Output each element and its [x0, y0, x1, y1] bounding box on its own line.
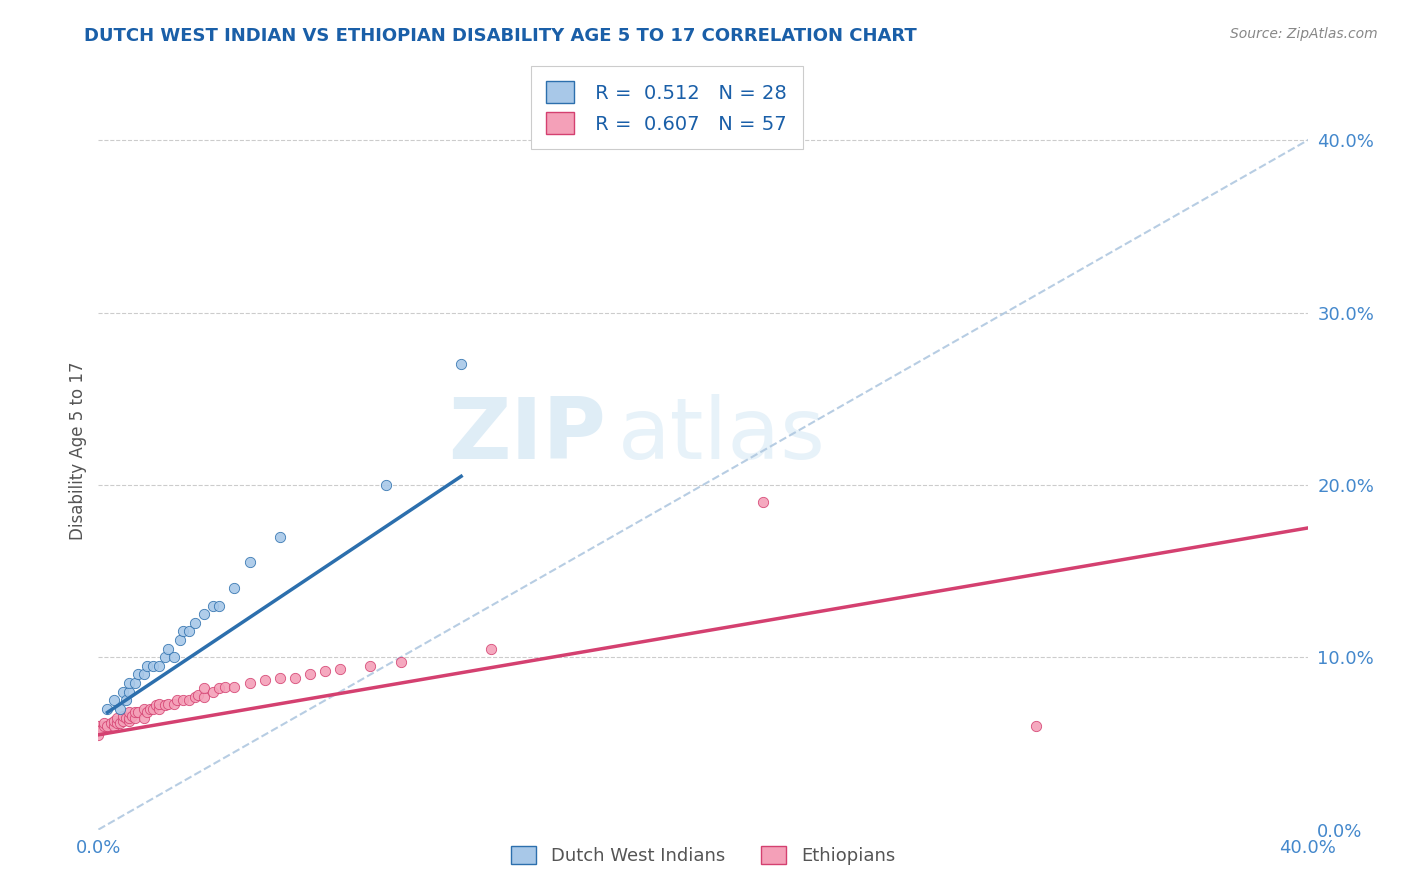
Point [214, 680, 236, 694]
Point [139, 702, 162, 716]
Point [114, 710, 136, 724]
Point [114, 693, 136, 707]
Point [148, 697, 170, 711]
Point [93, 715, 115, 730]
Point [184, 615, 207, 630]
Point [87, 723, 110, 737]
Point [208, 599, 231, 613]
Legend:  R =  0.512   N = 28,  R =  0.607   N = 57: R = 0.512 N = 28, R = 0.607 N = 57 [531, 66, 803, 149]
Point [127, 706, 149, 720]
Point [103, 693, 125, 707]
Point [156, 641, 179, 656]
Point [142, 702, 165, 716]
Point [184, 690, 207, 704]
Point [124, 706, 146, 720]
Point [481, 641, 503, 656]
Point [96, 702, 118, 716]
Point [132, 667, 155, 681]
Point [103, 719, 125, 733]
Text: DUTCH WEST INDIAN VS ETHIOPIAN DISABILITY AGE 5 TO 17 CORRELATION CHART: DUTCH WEST INDIAN VS ETHIOPIAN DISABILIT… [84, 27, 917, 45]
Point [118, 706, 141, 720]
Point [179, 624, 201, 639]
Point [111, 684, 134, 698]
Point [118, 714, 141, 728]
Point [360, 658, 382, 673]
Y-axis label: Disability Age 5 to 17: Disability Age 5 to 17 [69, 361, 87, 540]
Point [269, 671, 291, 685]
Point [87, 728, 110, 742]
Point [121, 708, 143, 723]
Point [193, 607, 215, 622]
Point [135, 658, 157, 673]
Point [299, 667, 322, 681]
Point [148, 702, 170, 716]
Text: Source: ZipAtlas.com: Source: ZipAtlas.com [1230, 27, 1378, 41]
Point [253, 673, 276, 687]
Point [153, 698, 176, 713]
Point [118, 710, 141, 724]
Point [111, 708, 134, 723]
Point [172, 693, 194, 707]
Point [145, 698, 167, 713]
Point [124, 710, 146, 724]
Text: ZIP: ZIP [449, 393, 606, 477]
Point [187, 688, 209, 702]
Point [111, 714, 134, 728]
Point [93, 719, 115, 733]
Point [103, 714, 125, 728]
Point [389, 656, 412, 670]
Point [239, 676, 262, 690]
Point [153, 650, 176, 665]
Point [329, 662, 352, 676]
Point [118, 684, 141, 698]
Point [100, 715, 122, 730]
Point [450, 357, 472, 371]
Point [105, 710, 128, 724]
Point [135, 706, 157, 720]
Point [172, 624, 194, 639]
Point [90, 723, 112, 737]
Point [284, 671, 307, 685]
Point [752, 495, 775, 509]
Legend: Dutch West Indians, Ethiopians: Dutch West Indians, Ethiopians [502, 837, 904, 874]
Point [96, 719, 118, 733]
Point [142, 658, 165, 673]
Point [166, 693, 188, 707]
Point [118, 676, 141, 690]
Point [108, 715, 131, 730]
Point [87, 719, 110, 733]
Point [239, 556, 262, 570]
Point [374, 478, 396, 492]
Point [202, 599, 225, 613]
Point [156, 697, 179, 711]
Point [208, 681, 231, 696]
Point [127, 667, 149, 681]
Point [224, 680, 246, 694]
Point [169, 633, 191, 648]
Point [1024, 719, 1046, 733]
Point [314, 664, 336, 678]
Point [202, 684, 225, 698]
Point [148, 658, 170, 673]
Point [163, 697, 186, 711]
Point [105, 715, 128, 730]
Point [224, 582, 246, 596]
Point [193, 681, 215, 696]
Text: atlas: atlas [619, 393, 827, 477]
Point [124, 676, 146, 690]
Point [163, 650, 186, 665]
Point [179, 693, 201, 707]
Point [269, 530, 291, 544]
Point [132, 702, 155, 716]
Point [132, 710, 155, 724]
Point [193, 690, 215, 704]
Point [108, 702, 131, 716]
